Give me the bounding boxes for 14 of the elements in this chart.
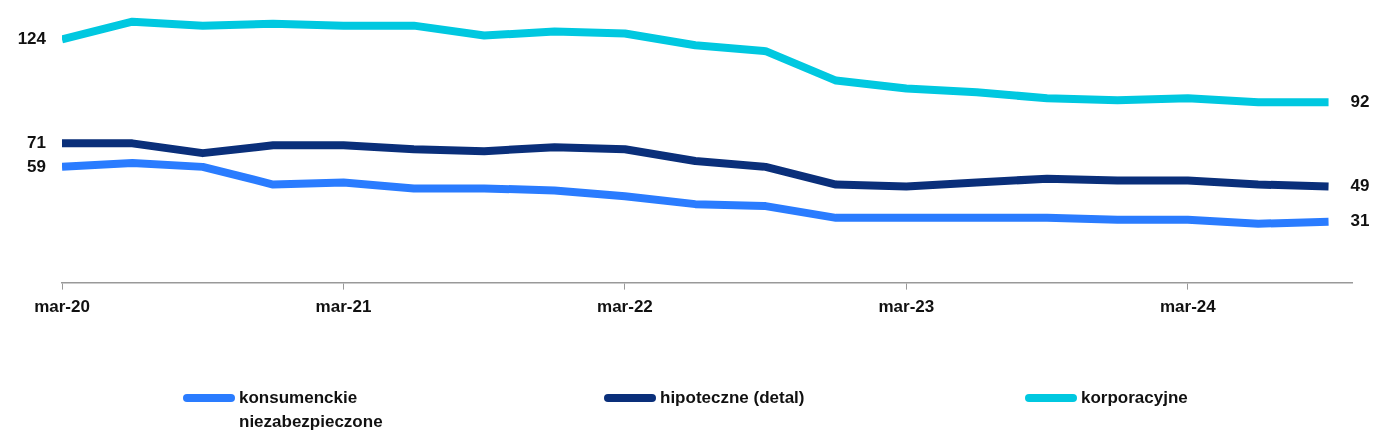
data-label: 59 [27,156,46,176]
data-label: 71 [27,133,46,153]
legend-label: hipoteczne (detal) [660,387,806,409]
data-label: 124 [17,29,47,49]
x-tick-label: mar-21 [315,297,372,317]
legend-label: konsumenckie niezabezpieczone [239,387,384,433]
x-tick-label: mar-20 [34,297,90,317]
legend-label: korporacyjne [1081,387,1189,409]
x-tick-label: mar-24 [1159,297,1217,317]
data-label: 31 [1350,211,1370,231]
data-label: 92 [1350,91,1370,111]
data-label: 49 [1350,176,1370,196]
x-tick-label: mar-23 [878,297,935,317]
x-tick-label: mar-22 [597,297,653,317]
